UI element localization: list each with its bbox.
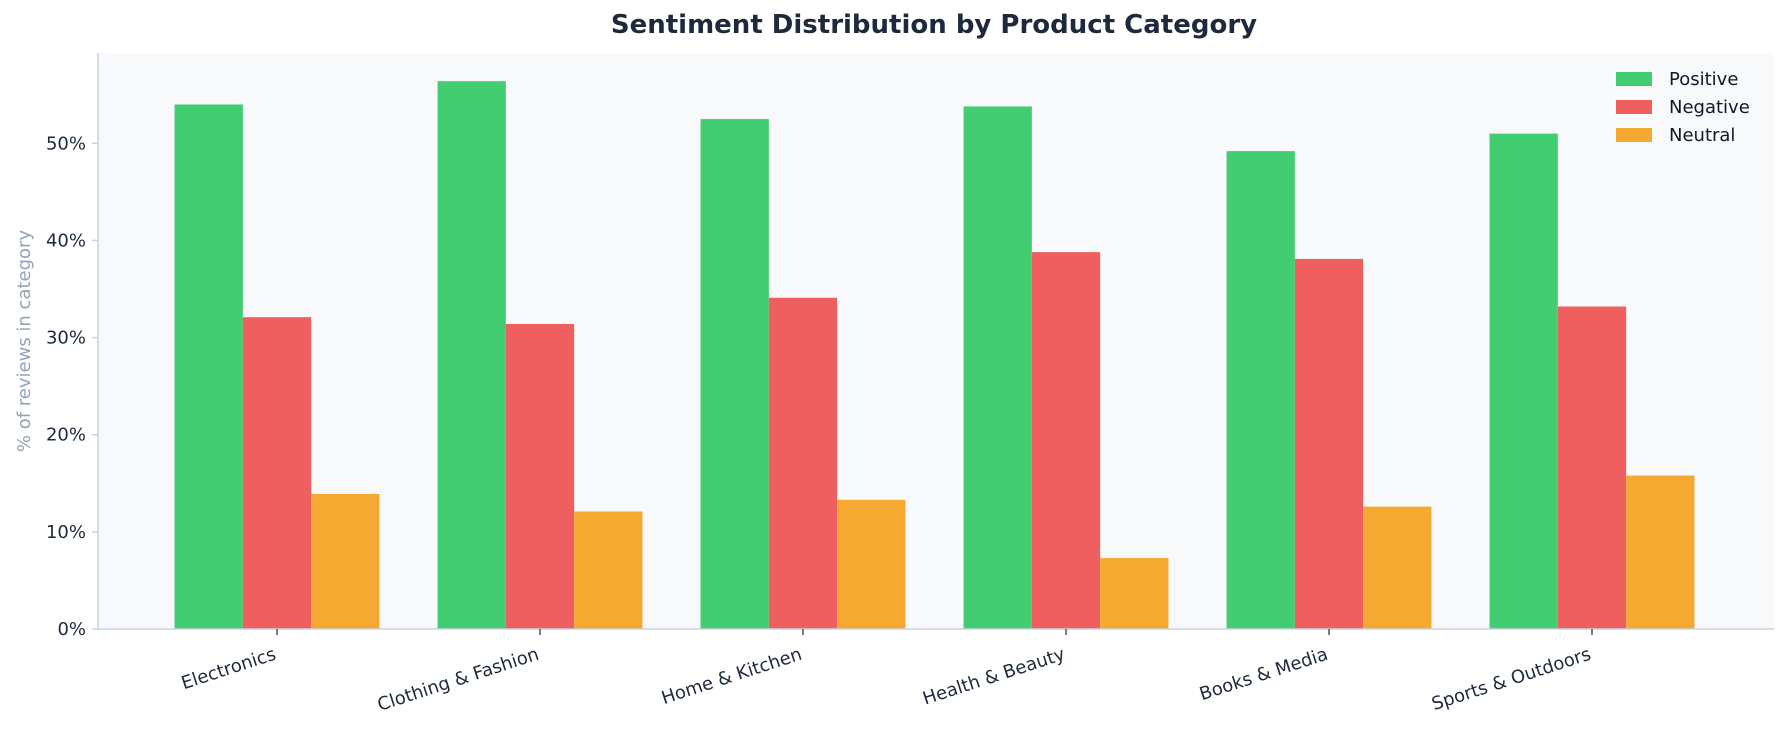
bar-neutral <box>574 511 643 629</box>
bar-positive <box>1226 151 1295 629</box>
bar-neutral <box>1363 506 1432 629</box>
bar-neutral <box>1100 558 1169 629</box>
legend-swatch-negative <box>1616 100 1652 114</box>
bar-negative <box>1031 252 1101 629</box>
bar-positive <box>174 104 243 630</box>
x-tick-label: Books & Media <box>1197 644 1331 705</box>
bar-positive <box>963 106 1032 630</box>
bar-negative <box>1294 258 1364 629</box>
chart-title: Sentiment Distribution by Product Catego… <box>611 10 1257 40</box>
y-tick-label: 20% <box>46 425 86 446</box>
y-tick-label: 10% <box>46 522 86 543</box>
y-tick-label: 0% <box>57 619 86 640</box>
legend-label-positive: Positive <box>1669 69 1738 90</box>
legend-swatch-neutral <box>1616 128 1652 142</box>
legend-swatch-positive <box>1616 72 1652 86</box>
y-tick-label: 30% <box>46 328 86 349</box>
bar-negative <box>242 317 312 629</box>
x-tick-label: Health & Beauty <box>920 644 1068 710</box>
bar-positive <box>437 81 506 630</box>
legend-label-neutral: Neutral <box>1669 125 1735 146</box>
x-tick-label: Clothing & Fashion <box>375 644 542 716</box>
bar-neutral <box>1626 475 1695 629</box>
x-tick-label: Sports & Outdoors <box>1429 644 1593 715</box>
y-tick-label: 40% <box>46 230 86 251</box>
bar-neutral <box>837 499 906 629</box>
legend: Positive Negative Neutral <box>1616 69 1750 146</box>
x-tick-label: Electronics <box>179 644 279 694</box>
bar-positive <box>700 119 769 630</box>
y-tick-label: 50% <box>46 133 86 154</box>
bar-neutral <box>311 493 380 629</box>
bar-negative <box>768 297 838 629</box>
x-tick-label: Home & Kitchen <box>659 644 805 709</box>
y-axis-label: % of reviews in category <box>14 230 35 453</box>
bar-negative <box>505 324 575 629</box>
bars <box>174 81 1695 630</box>
bar-positive <box>1489 133 1558 629</box>
bar-negative <box>1557 306 1627 629</box>
legend-label-negative: Negative <box>1669 97 1750 118</box>
